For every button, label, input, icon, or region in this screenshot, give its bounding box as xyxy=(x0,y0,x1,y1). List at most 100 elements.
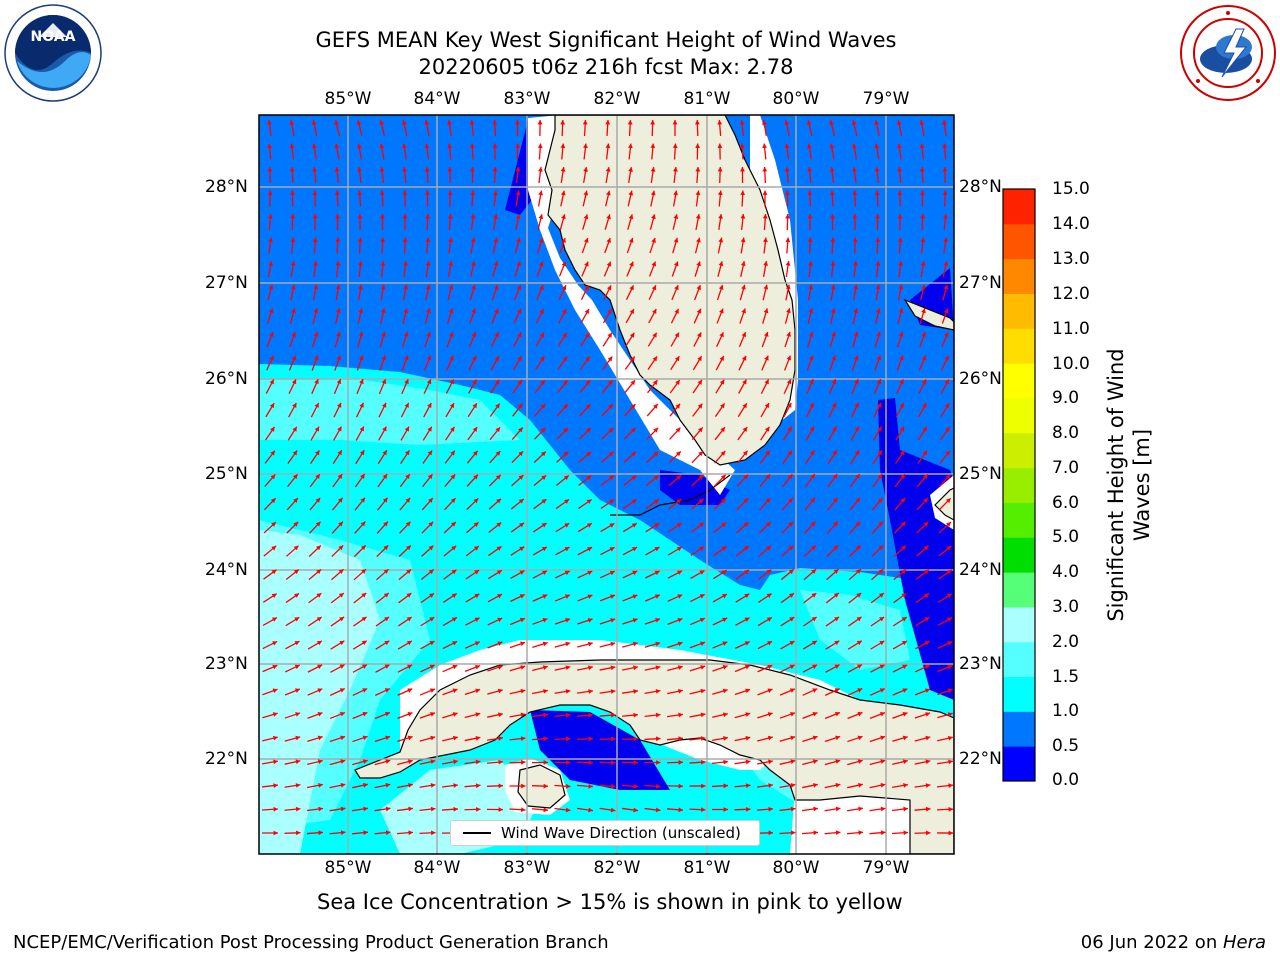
lat-label-left: 22°N xyxy=(205,749,248,769)
wave-arrowhead xyxy=(335,237,341,243)
wave-arrowhead xyxy=(920,190,925,195)
wave-arrowhead xyxy=(605,167,611,172)
wave-arrowhead xyxy=(271,545,277,551)
wave-arrowhead xyxy=(790,735,796,741)
wave-arrowhead xyxy=(497,594,503,599)
wave-arrowhead xyxy=(605,120,611,125)
wave-arrowhead xyxy=(654,594,660,599)
wave-arrowhead xyxy=(880,830,886,836)
wave-arrowhead xyxy=(650,190,656,196)
wave-arrowhead xyxy=(475,735,481,741)
wave-arrowhead xyxy=(450,498,456,504)
wave-arrowhead xyxy=(587,594,593,599)
wave-arrowhead xyxy=(496,546,502,551)
wave-arrowhead xyxy=(942,214,948,219)
wave-arrowhead xyxy=(834,664,840,669)
wave-arrowhead xyxy=(516,237,521,243)
wave-arrowhead xyxy=(654,499,659,504)
wave-arrowhead xyxy=(268,261,274,266)
wave-arrowhead xyxy=(854,426,859,432)
wave-arrowhead xyxy=(407,664,413,669)
wave-arrowhead xyxy=(633,689,638,694)
wave-arrowhead xyxy=(719,308,724,314)
wave-arrowhead xyxy=(447,143,453,149)
wave-arrowhead xyxy=(852,237,858,243)
wave-arrowhead xyxy=(289,120,295,125)
wave-arrowhead xyxy=(587,641,593,647)
wave-arrowhead xyxy=(606,214,611,220)
colorbar-segment xyxy=(1003,572,1035,608)
wave-arrowhead xyxy=(627,120,633,125)
wave-arrowhead xyxy=(833,521,838,527)
wave-arrowhead xyxy=(290,237,296,243)
wave-arrowhead xyxy=(947,617,953,622)
wave-arrowhead xyxy=(588,689,593,694)
wave-arrowhead xyxy=(359,426,364,432)
wave-arrowhead xyxy=(469,143,475,149)
wave-arrowhead xyxy=(448,261,454,266)
wave-arrowhead xyxy=(700,712,706,718)
wave-arrowhead xyxy=(742,450,748,456)
wave-arrowhead xyxy=(541,475,547,480)
wave-arrowhead xyxy=(924,688,930,693)
wave-arrowhead xyxy=(722,665,728,670)
wave-arrowhead xyxy=(653,403,658,409)
wave-arrowhead xyxy=(853,284,858,290)
wave-arrowhead xyxy=(584,332,590,338)
wave-arrowhead xyxy=(899,402,904,408)
wave-arrowhead xyxy=(404,379,409,385)
wave-arrowhead xyxy=(404,450,410,456)
wave-arrowhead xyxy=(766,569,772,575)
wave-arrowhead xyxy=(449,332,454,337)
wave-arrowhead xyxy=(382,473,388,479)
wave-arrowhead xyxy=(516,285,522,291)
wave-arrowhead xyxy=(495,474,501,480)
wave-arrowhead xyxy=(607,309,612,315)
wave-arrowhead xyxy=(784,143,790,149)
wave-arrowhead xyxy=(924,664,930,670)
wave-arrowhead xyxy=(408,830,413,836)
wave-arrowhead xyxy=(340,830,346,836)
wave-arrowhead xyxy=(272,735,278,741)
wave-arrowhead xyxy=(902,664,908,670)
wave-arrowhead xyxy=(721,522,727,528)
wave-arrowhead xyxy=(790,759,796,765)
wave-arrowhead xyxy=(698,498,704,504)
wave-arrowhead xyxy=(318,782,323,788)
lon-label-top: 85°W xyxy=(324,89,372,109)
wave-arrowhead xyxy=(542,617,548,623)
wave-arrowhead xyxy=(856,593,862,598)
wave-arrowhead xyxy=(312,167,318,172)
wave-arrowhead xyxy=(340,782,346,788)
wave-arrowhead xyxy=(788,521,794,527)
wave-arrowhead xyxy=(542,570,548,575)
wave-arrowhead xyxy=(901,617,907,622)
wave-arrowhead xyxy=(295,712,301,717)
map-legend: Wind Wave Direction (unscaled) xyxy=(450,820,760,846)
wave-arrowhead xyxy=(520,712,526,718)
wave-arrowhead xyxy=(611,760,616,766)
wave-arrowhead xyxy=(407,735,413,741)
wave-arrowhead xyxy=(610,689,616,694)
wave-arrowhead xyxy=(628,237,634,243)
wave-arrowhead xyxy=(494,332,499,338)
wave-arrowhead xyxy=(765,498,771,503)
wave-arrowhead xyxy=(628,167,633,172)
wave-arrowhead xyxy=(334,143,340,149)
wave-arrowhead xyxy=(587,618,593,623)
wave-arrowhead xyxy=(472,450,478,456)
wave-arrowhead xyxy=(494,379,500,385)
wave-arrowhead xyxy=(472,427,478,433)
wave-arrowhead xyxy=(475,783,481,789)
wave-arrowhead xyxy=(587,547,593,552)
wave-arrowhead xyxy=(677,570,683,575)
wave-arrowhead xyxy=(429,617,435,622)
wave-arrowhead xyxy=(269,355,274,361)
wave-arrowhead xyxy=(654,547,660,552)
wave-arrowhead xyxy=(741,284,746,290)
wave-arrowhead xyxy=(358,284,363,290)
wave-arrowhead xyxy=(923,498,928,503)
wave-arrowhead xyxy=(380,237,386,243)
wave-arrowhead xyxy=(743,522,749,527)
wave-arrowhead xyxy=(833,569,839,574)
